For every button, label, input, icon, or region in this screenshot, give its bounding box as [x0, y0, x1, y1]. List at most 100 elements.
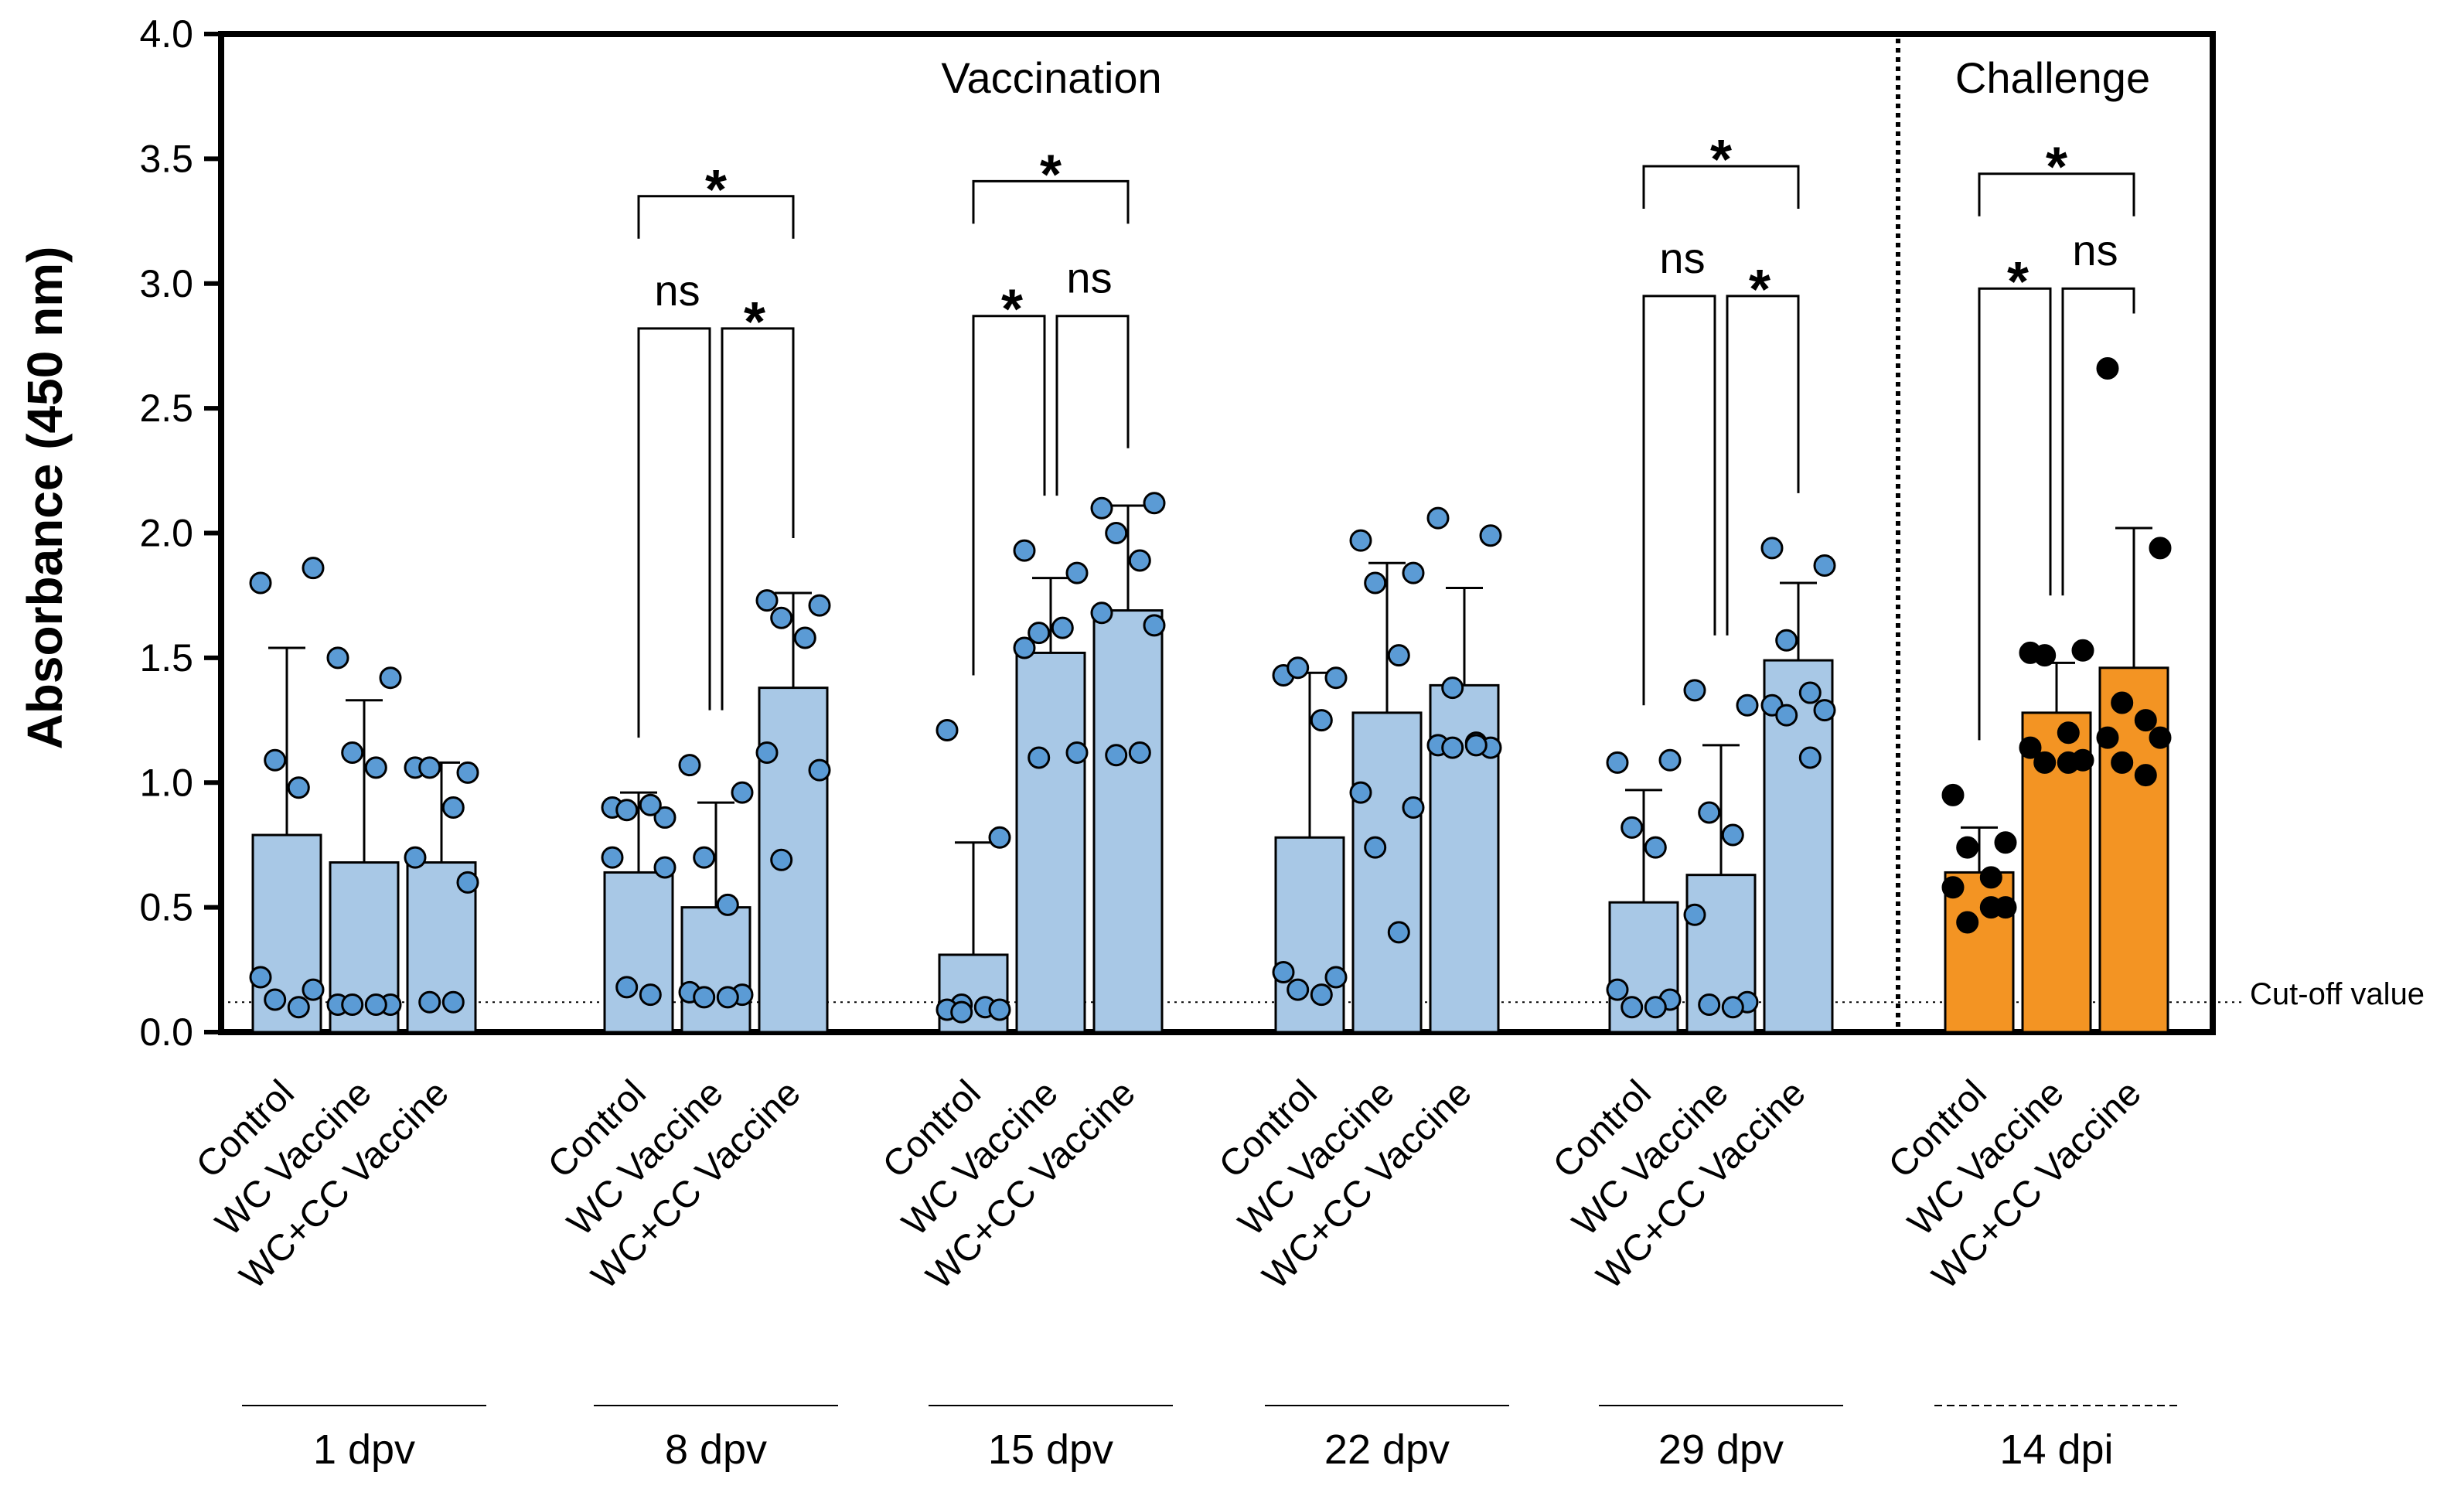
- data-point: [1402, 561, 1425, 584]
- significance-label: *: [1001, 279, 1023, 341]
- data-point: [2071, 639, 2094, 662]
- group-label: 22 dpv: [1324, 1426, 1450, 1473]
- data-point: [601, 846, 624, 869]
- data-point: [1736, 693, 1759, 717]
- bar: [251, 833, 322, 1034]
- data-point: [1349, 529, 1372, 552]
- significance-bracket: [972, 315, 1046, 676]
- y-tick-label: 0.5: [139, 886, 193, 929]
- bar: [1274, 836, 1345, 1034]
- data-point: [2149, 537, 2172, 560]
- data-point: [1364, 571, 1387, 595]
- data-point: [1956, 836, 1979, 859]
- significance-label: *: [1749, 259, 1770, 321]
- significance-label: ns: [2072, 226, 2118, 274]
- data-point: [1013, 539, 1036, 562]
- significance-bracket: [972, 179, 1130, 224]
- data-point: [1310, 983, 1333, 1007]
- data-point: [2134, 764, 2157, 787]
- data-point: [716, 986, 739, 1009]
- data-point: [1387, 644, 1410, 667]
- data-point: [1683, 679, 1706, 702]
- significance-label: *: [2007, 251, 2029, 313]
- data-point: [1143, 614, 1166, 637]
- data-point: [1698, 801, 1721, 824]
- data-point: [1402, 796, 1425, 820]
- data-point: [1143, 492, 1166, 515]
- bar: [680, 906, 751, 1034]
- data-point: [1013, 636, 1036, 659]
- y-axis-title: Absorbance (450 nm): [17, 247, 73, 750]
- data-point: [404, 846, 427, 869]
- significance-label: *: [744, 291, 765, 353]
- data-point: [770, 848, 793, 871]
- data-point: [1760, 537, 1784, 560]
- data-point: [678, 754, 701, 777]
- data-point: [793, 626, 816, 649]
- data-point: [1994, 831, 2017, 854]
- data-point: [755, 589, 779, 612]
- data-point: [615, 799, 639, 822]
- bar: [1608, 901, 1679, 1034]
- significance-bracket: [1978, 172, 2135, 216]
- data-point: [302, 557, 325, 580]
- significance-bracket: [1642, 165, 1800, 210]
- plot-area: *ns***ns*ns***ns: [218, 31, 2242, 1035]
- data-point: [364, 756, 387, 779]
- bar: [1763, 659, 1834, 1034]
- data-point: [755, 741, 779, 765]
- data-point: [1956, 911, 1979, 934]
- data-point: [1721, 823, 1744, 847]
- y-tick-label: 2.0: [139, 512, 193, 555]
- bar: [1351, 711, 1423, 1034]
- data-point: [1349, 781, 1372, 804]
- data-point: [1441, 736, 1464, 759]
- data-point: [1464, 734, 1488, 757]
- bar: [1092, 609, 1164, 1034]
- data-point: [1065, 561, 1089, 584]
- data-point: [341, 741, 364, 765]
- group-label: 1 dpv: [313, 1426, 415, 1473]
- data-point: [249, 571, 272, 595]
- data-point: [1287, 656, 1310, 680]
- data-point: [808, 594, 831, 617]
- data-point: [1606, 978, 1629, 1001]
- data-point: [693, 846, 716, 869]
- data-point: [988, 998, 1011, 1021]
- challenge-section-label: Challenge: [1955, 53, 2150, 102]
- data-point: [2033, 644, 2057, 667]
- data-point: [326, 646, 349, 670]
- data-point: [1028, 622, 1051, 645]
- data-point: [1683, 903, 1706, 926]
- data-point: [1721, 996, 1744, 1019]
- bar: [2098, 666, 2169, 1034]
- y-axis: 0.0 0.5 1.0 1.5 2.0 2.5 3.0 3.5 4.0: [139, 12, 221, 1054]
- data-point: [418, 990, 441, 1014]
- significance-label: *: [705, 159, 727, 221]
- data-point: [2033, 751, 2057, 774]
- data-point: [950, 1000, 973, 1024]
- data-point: [264, 748, 287, 772]
- y-tick-label: 4.0: [139, 12, 193, 56]
- data-point: [2096, 356, 2119, 380]
- data-point: [1364, 836, 1387, 859]
- data-point: [1441, 676, 1464, 700]
- data-point: [653, 806, 676, 829]
- y-tick-label: 1.5: [139, 636, 193, 680]
- data-point: [653, 856, 676, 879]
- data-point: [770, 606, 793, 629]
- data-point: [341, 993, 364, 1016]
- plot-frame: [218, 31, 2216, 1035]
- y-tick-label: 3.5: [139, 137, 193, 180]
- data-point: [441, 796, 465, 820]
- data-point: [2149, 726, 2172, 749]
- significance-label: ns: [1659, 233, 1705, 282]
- data-point: [1065, 741, 1089, 765]
- data-point: [2019, 736, 2042, 759]
- data-point: [1128, 741, 1151, 765]
- data-point: [418, 756, 441, 779]
- data-point: [264, 988, 287, 1011]
- data-point: [1775, 704, 1798, 727]
